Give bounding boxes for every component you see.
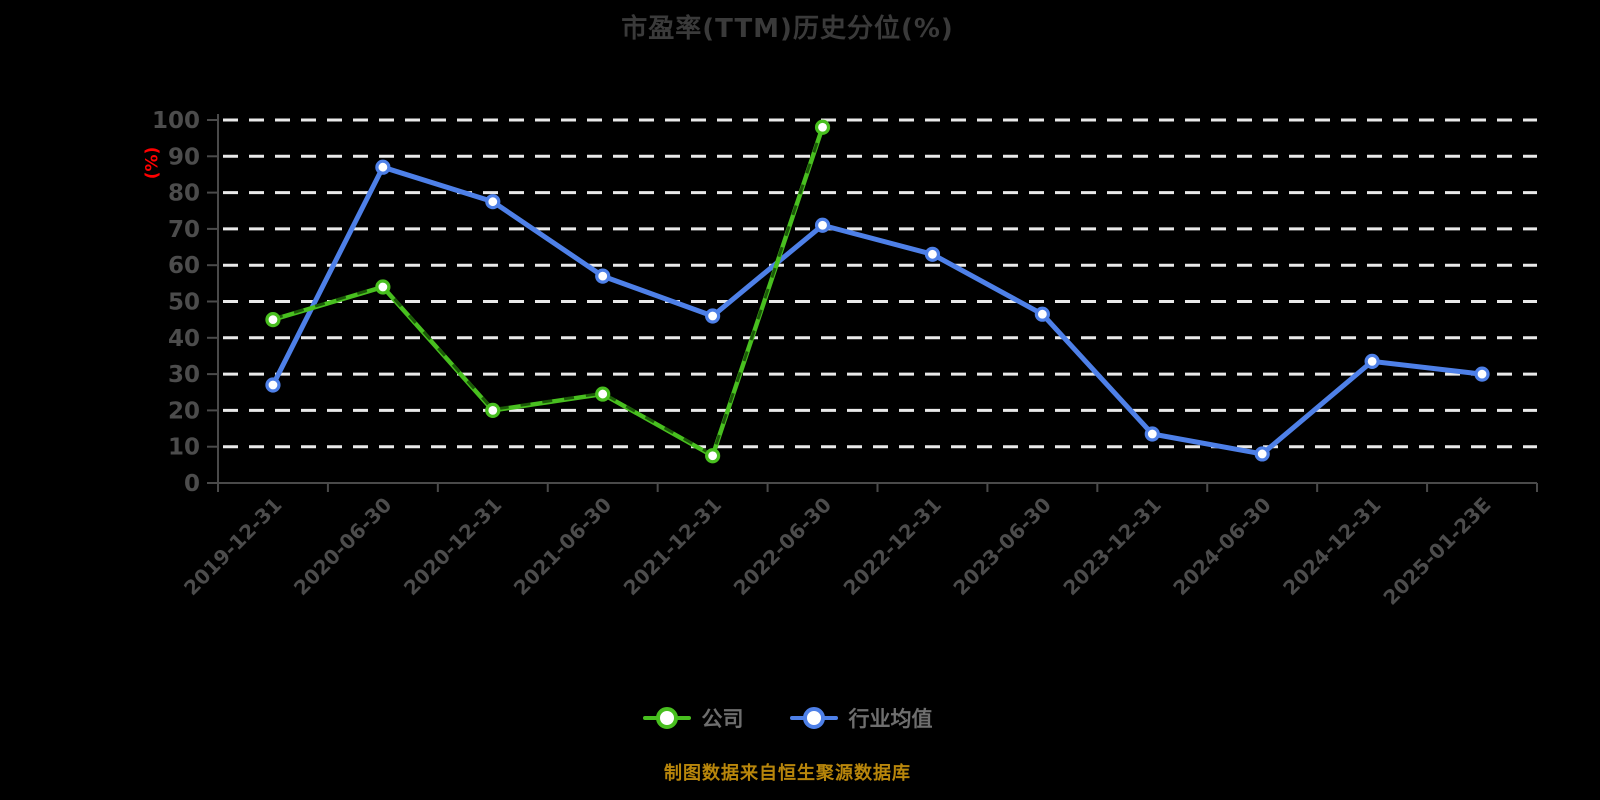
y-tick-label: 30 — [168, 362, 200, 388]
industry-series-marker-icon — [789, 707, 838, 729]
x-tick-label: 2023-06-30 — [948, 493, 1055, 600]
legend-label-industry-average: 行业均值 — [848, 707, 933, 731]
x-tick-label: 2019-12-31 — [179, 493, 286, 600]
data-point-company[interactable] — [595, 386, 611, 402]
y-tick-label: 20 — [168, 398, 200, 424]
x-tick-label: 2023-12-31 — [1058, 493, 1165, 600]
series-line-company-dash-overlay — [272, 125, 824, 457]
series-line-industry-average — [270, 164, 1485, 457]
data-point-company[interactable] — [705, 448, 721, 464]
data-point-industry-average[interactable] — [705, 308, 721, 324]
legend-item-company[interactable]: 公司 — [642, 703, 744, 733]
chart-title: 市盈率(TTM)历史分位(%) — [621, 14, 954, 44]
data-point-industry-average[interactable] — [1254, 446, 1270, 462]
x-tick-label: 2020-12-31 — [399, 493, 506, 600]
data-point-industry-average[interactable] — [375, 159, 391, 175]
data-point-industry-average[interactable] — [265, 377, 281, 393]
legend-item-industry-average[interactable]: 行业均值 — [789, 703, 933, 733]
y-tick-label: 80 — [168, 181, 200, 207]
data-point-industry-average[interactable] — [1144, 426, 1160, 442]
data-point-industry-average[interactable] — [924, 246, 941, 262]
data-source-note: 制图数据来自恒生聚源数据库 — [664, 763, 911, 784]
y-tick-label: 40 — [168, 326, 200, 352]
company-series-marker-icon — [642, 707, 691, 729]
x-tick-label: 2022-12-31 — [839, 493, 946, 600]
y-tick-label: 0 — [184, 471, 200, 497]
y-tick-label: 60 — [168, 253, 200, 279]
data-point-company[interactable] — [265, 312, 281, 328]
y-tick-label: 50 — [168, 290, 200, 316]
x-tick-label: 2024-12-31 — [1278, 493, 1385, 600]
y-tick-label: 70 — [168, 217, 200, 243]
y-tick-label: 90 — [168, 144, 200, 170]
data-point-company[interactable] — [485, 402, 501, 418]
x-tick-label: 2021-12-31 — [619, 493, 726, 600]
data-point-industry-average[interactable] — [1474, 366, 1490, 382]
data-point-industry-average[interactable] — [485, 194, 501, 210]
data-point-industry-average[interactable] — [1034, 306, 1050, 322]
x-tick-label: 2020-06-30 — [289, 493, 396, 600]
data-point-company[interactable] — [814, 119, 831, 135]
data-point-industry-average[interactable] — [814, 217, 831, 233]
y-tick-label: 100 — [152, 108, 200, 134]
data-point-company[interactable] — [375, 279, 391, 295]
legend: 公司 行业均值 — [0, 703, 1575, 733]
x-tick-label: 2022-06-30 — [729, 493, 836, 600]
x-tick-label: 2024-06-30 — [1168, 493, 1275, 600]
data-point-industry-average[interactable] — [595, 268, 611, 284]
x-tick-label: 2021-06-30 — [509, 493, 616, 600]
data-point-industry-average[interactable] — [1364, 353, 1380, 369]
y-tick-label: 10 — [168, 435, 200, 461]
legend-label-company: 公司 — [701, 707, 744, 731]
x-tick-label: 2025-01-23E — [1378, 493, 1495, 610]
